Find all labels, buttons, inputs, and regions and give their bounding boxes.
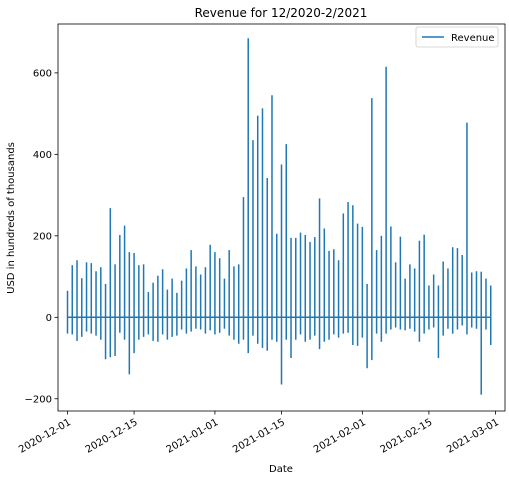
x-tick-label: 2020-12-15 — [84, 417, 140, 456]
y-tick-label: 200 — [33, 231, 52, 242]
x-tick-label: 2021-02-01 — [312, 417, 368, 456]
legend-box — [415, 26, 499, 48]
x-tick-label: 2021-03-01 — [445, 417, 501, 456]
y-tick-label: 600 — [33, 68, 52, 79]
axis-ticks: −200 0 200 400 600 2020-12-01 2020-12-15 2021-0… — [17, 68, 501, 455]
x-axis-title: Date — [269, 464, 293, 475]
x-tick-label: 2020-12-01 — [17, 417, 73, 456]
y-tick-label: −200 — [25, 394, 52, 405]
plot-frame — [57, 23, 506, 412]
y-axis-title: USD in hundreds of thousands — [6, 142, 17, 294]
y-tick-label: 0 — [46, 313, 52, 324]
y-tick-label: 400 — [33, 150, 52, 161]
plot-area — [66, 38, 492, 395]
chart-title: Revenue for 12/2020-2/2021 — [195, 6, 368, 20]
x-tick-label: 2021-01-01 — [165, 417, 221, 456]
legend-label: Revenue — [451, 33, 495, 44]
x-tick-label: 2021-02-15 — [379, 417, 435, 456]
legend: Revenue — [415, 26, 499, 48]
x-tick-label: 2021-01-15 — [231, 417, 287, 456]
